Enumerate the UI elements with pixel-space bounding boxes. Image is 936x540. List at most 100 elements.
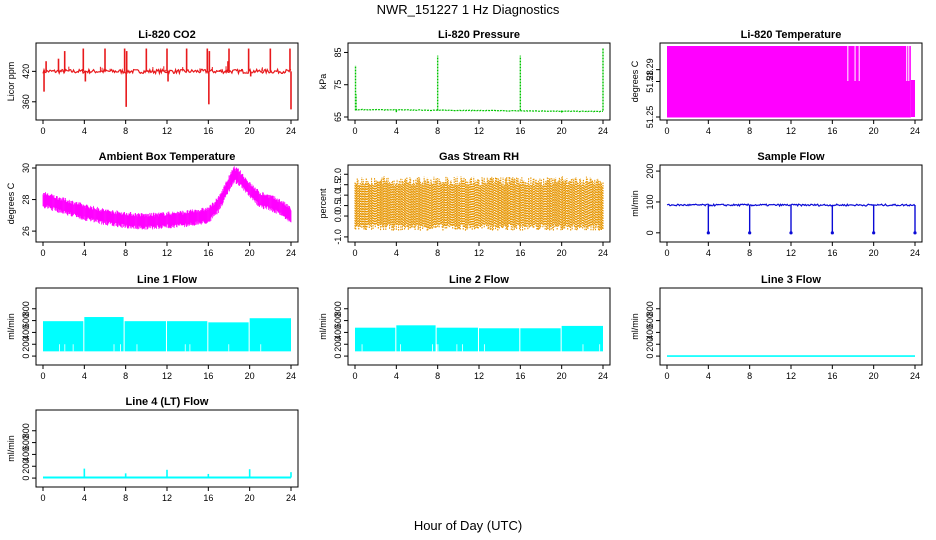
x-tick-label: 0	[40, 248, 45, 258]
x-tick-label: 0	[40, 493, 45, 503]
x-tick-label: 0	[40, 371, 45, 381]
x-tick-label: 12	[474, 126, 484, 136]
panel-3: Li-820 Temperature 0 4 8 12 16 20 24 51.25 51.285…	[630, 29, 923, 136]
y-axis-label: degrees C	[630, 60, 640, 102]
flow-band-segment	[124, 321, 166, 352]
panel-title: Line 2 Flow	[449, 274, 509, 286]
x-tick-label: 24	[598, 248, 608, 258]
y-axis-label: percent	[318, 188, 328, 219]
x-tick-label: 4	[394, 371, 399, 381]
y-tick-label: 400	[645, 325, 655, 340]
x-tick-label: 20	[557, 248, 567, 258]
sample-flow-dip-point	[789, 231, 793, 235]
x-tick-label: 0	[664, 371, 669, 381]
flow-band-segment	[436, 327, 478, 352]
y-tick-label: 51.25	[645, 106, 655, 129]
x-tick-label: 16	[203, 248, 213, 258]
plot-frame	[659, 287, 923, 366]
y-tick-label: 600	[21, 435, 31, 450]
x-tick-label: 24	[910, 126, 920, 136]
x-tick-label: 20	[557, 371, 567, 381]
x-tick-label: 20	[245, 126, 255, 136]
y-tick-label: 0.5	[333, 199, 343, 212]
y-tick-label: 30	[21, 163, 31, 173]
y-tick-label: -1.0	[333, 229, 343, 245]
data-series	[43, 317, 291, 352]
x-tick-label: 4	[82, 493, 87, 503]
x-tick-label: 16	[827, 371, 837, 381]
x-tick-label: 8	[435, 371, 440, 381]
y-axis-label: ml/min	[630, 313, 640, 340]
y-tick-label: 2.0	[333, 168, 343, 181]
x-tick-label: 4	[394, 248, 399, 258]
x-tick-label: 4	[82, 371, 87, 381]
temperature-band-upper	[667, 46, 911, 118]
y-tick-label: 75	[333, 80, 343, 90]
data-series	[42, 48, 292, 110]
flow-band-segment	[167, 321, 208, 352]
x-tick-label: 24	[598, 371, 608, 381]
x-tick-label: 16	[827, 248, 837, 258]
x-tick-label: 0	[352, 248, 357, 258]
y-tick-label: 800	[21, 301, 31, 316]
flow-band-segment	[249, 318, 291, 352]
data-series	[42, 166, 292, 230]
x-tick-label: 8	[123, 493, 128, 503]
x-tick-label: 4	[706, 248, 711, 258]
panel-title: Li-820 Pressure	[438, 29, 520, 41]
x-tick-label: 20	[869, 371, 879, 381]
flow-band-segment	[43, 321, 84, 352]
y-tick-label: 400	[21, 447, 31, 462]
x-tick-label: 12	[162, 126, 172, 136]
panel-10: Line 4 (LT) Flow 0 4 8 12 16 20 24 0 200400600800…	[6, 396, 299, 503]
x-tick-label: 4	[706, 126, 711, 136]
y-tick-label: 0	[21, 476, 31, 481]
x-tick-label: 4	[82, 126, 87, 136]
y-axis-label: ml/min	[630, 190, 640, 217]
x-tick-label: 16	[203, 126, 213, 136]
x-tick-label: 24	[286, 371, 296, 381]
flow-band-segment	[561, 325, 603, 352]
x-tick-label: 24	[598, 126, 608, 136]
y-tick-label: 800	[645, 301, 655, 316]
panel-title: Line 1 Flow	[137, 274, 197, 286]
panel-6: Sample Flow 0 4 8 12 16 20 24 0 100 200 ml/min	[630, 151, 923, 258]
y-tick-label: 800	[21, 423, 31, 438]
y-tick-label: 200	[21, 459, 31, 474]
y-tick-label: 420	[21, 64, 31, 79]
panel-title: Line 3 Flow	[761, 274, 821, 286]
x-tick-label: 24	[286, 248, 296, 258]
panel-title: Li-820 CO2	[138, 29, 195, 41]
y-tick-label: 0	[333, 354, 343, 359]
data-series	[354, 47, 604, 113]
sample-flow-dip-point	[706, 231, 710, 235]
y-tick-label: 26	[21, 226, 31, 236]
y-tick-label: 1.0	[333, 189, 343, 202]
panel-4: Ambient Box Temperature 0 4 8 12 16 20 24 26 28 30…	[6, 151, 299, 258]
y-tick-label: 0	[645, 230, 655, 235]
x-tick-label: 12	[162, 371, 172, 381]
x-tick-label: 12	[162, 493, 172, 503]
plot-frame	[347, 42, 611, 121]
x-tick-label: 16	[203, 493, 213, 503]
data-series	[354, 176, 604, 231]
sample-flow-dip-point	[830, 231, 834, 235]
panel-title: Ambient Box Temperature	[99, 151, 236, 163]
y-axis-label: Licor ppm	[6, 62, 16, 102]
x-tick-label: 8	[747, 248, 752, 258]
x-tick-label: 8	[747, 371, 752, 381]
y-tick-label: 400	[21, 325, 31, 340]
x-tick-label: 12	[474, 371, 484, 381]
x-tick-label: 16	[515, 248, 525, 258]
x-tick-label: 16	[515, 126, 525, 136]
panel-title: Sample Flow	[757, 151, 825, 163]
x-tick-label: 24	[910, 248, 920, 258]
x-tick-label: 20	[245, 371, 255, 381]
y-axis-label: kPa	[318, 74, 328, 90]
x-tick-label: 8	[435, 248, 440, 258]
y-tick-label: 200	[333, 337, 343, 352]
